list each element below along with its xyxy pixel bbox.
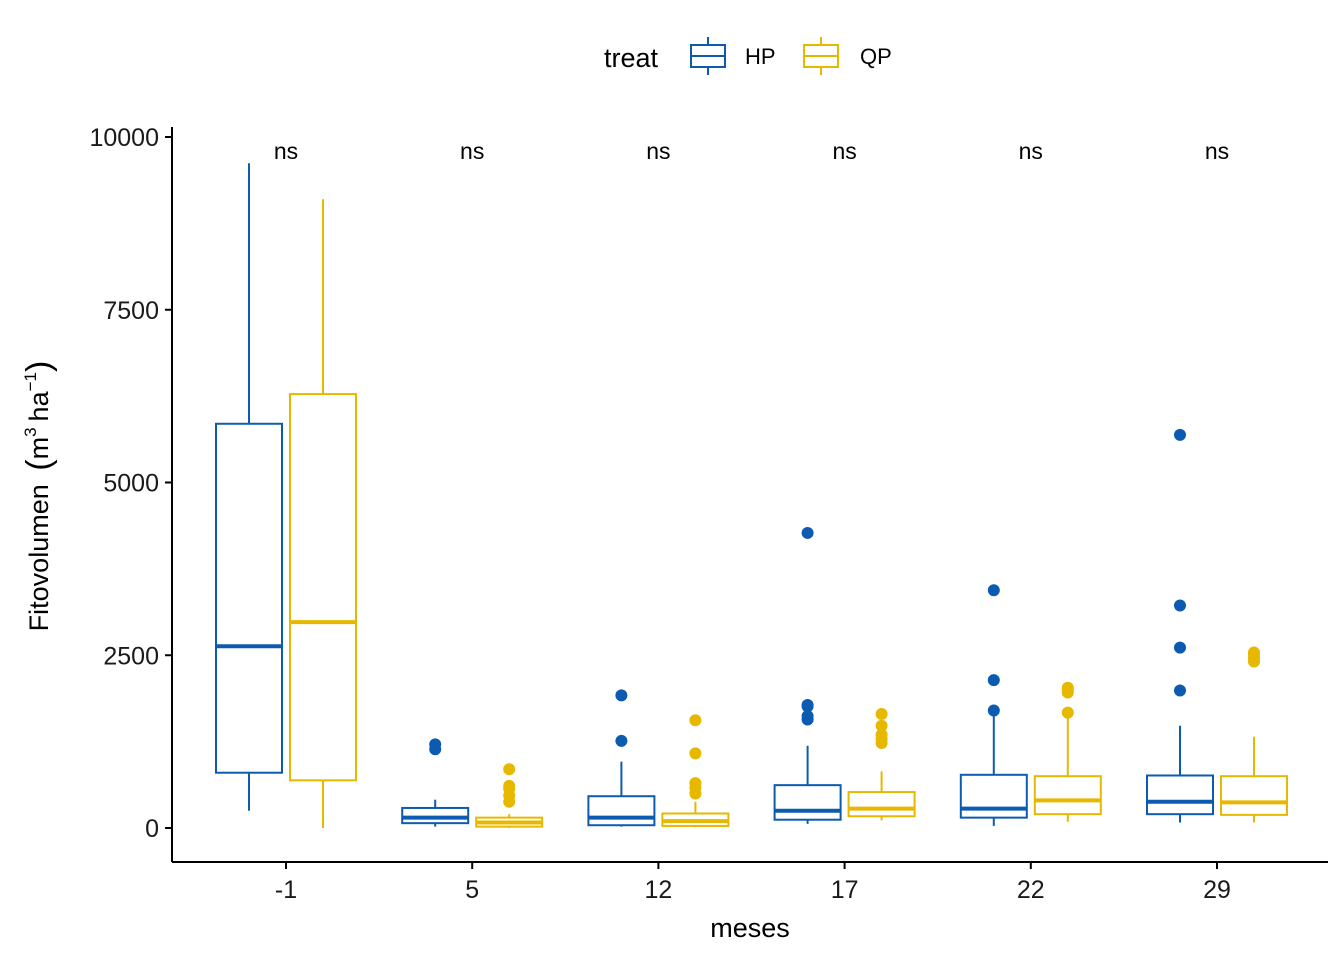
box-iqr (587, 795, 656, 827)
y-ticks: 0 2500 5000 7500 10000 (89, 124, 172, 843)
outlier-point (875, 707, 888, 720)
legend-key-qp (803, 37, 839, 75)
outlier-point (615, 734, 628, 747)
outlier-point (689, 714, 702, 727)
boxes (215, 163, 1288, 828)
y-tick-label: 10000 (89, 124, 159, 152)
x-axis-title: meses (710, 913, 790, 943)
significance-label: ns (1205, 138, 1229, 164)
y-tick-label: 0 (145, 815, 159, 843)
svg-text:Fitovolumen (m3ha−1): Fitovolumen (m3ha−1) (20, 361, 58, 632)
box-hp-17 (773, 526, 842, 824)
box-hp-12 (587, 689, 656, 827)
outlier-point (1174, 684, 1186, 697)
box-iqr (289, 393, 357, 782)
y-axis-unit-m-sup: 3 (21, 427, 40, 436)
box-iqr (1220, 775, 1288, 816)
outlier-point (503, 763, 516, 776)
box-hp-29 (1146, 428, 1214, 823)
box-hp-5 (401, 738, 470, 827)
y-tick-label: 5000 (103, 470, 159, 498)
box-iqr (401, 806, 470, 825)
outlier-point (801, 699, 814, 712)
legend-title: treat (604, 43, 659, 73)
significance-label: ns (1019, 138, 1043, 164)
box-hp-22 (959, 584, 1028, 826)
x-ticks: -1 5 12 17 22 29 (275, 862, 1231, 904)
significance-labels: ns ns ns ns ns ns (274, 138, 1229, 164)
y-tick-label: 7500 (103, 297, 159, 325)
outlier-point (615, 689, 628, 702)
outlier-point (987, 584, 1000, 597)
x-tick-label: -1 (275, 876, 297, 904)
y-axis-unit-m: m (24, 437, 54, 460)
outlier-point (1061, 681, 1074, 694)
outlier-point (1174, 599, 1186, 612)
outlier-point (1174, 428, 1186, 441)
legend-label-hp: HP (745, 44, 776, 69)
x-tick-label: 12 (644, 876, 672, 904)
significance-label: ns (274, 138, 298, 164)
x-tick-label: 17 (831, 876, 859, 904)
x-tick-label: 22 (1017, 876, 1045, 904)
box-iqr (1146, 774, 1214, 816)
box-iqr (215, 422, 283, 774)
box-iqr (1033, 775, 1102, 816)
box-qp-5 (475, 763, 544, 828)
outlier-point (875, 728, 888, 741)
outlier-point (429, 738, 442, 751)
box-iqr (773, 784, 842, 821)
legend-label-qp: QP (860, 44, 892, 69)
box-qp-29 (1220, 646, 1288, 823)
box-qp-12 (661, 714, 730, 828)
outlier-point (875, 719, 888, 732)
box-iqr (959, 773, 1028, 819)
x-tick-label: 5 (465, 876, 479, 904)
outlier-point (801, 526, 814, 539)
box-hp--1 (215, 163, 283, 811)
outlier-point (503, 779, 516, 792)
outlier-point (801, 710, 814, 723)
outlier-point (1248, 646, 1260, 659)
y-axis-title-main: Fitovolumen (24, 484, 54, 631)
legend: treat HP QP (604, 37, 892, 75)
significance-label: ns (460, 138, 484, 164)
significance-label: ns (646, 138, 670, 164)
box-iqr (847, 791, 916, 818)
y-axis-unit-ha-sup: −1 (21, 372, 40, 391)
legend-key-hp (690, 37, 726, 75)
y-axis-title: Fitovolumen (m3ha−1) (20, 361, 58, 632)
box-qp-22 (1033, 681, 1102, 822)
outlier-point (1174, 641, 1186, 654)
outlier-point (987, 674, 1000, 687)
significance-label: ns (832, 138, 856, 164)
y-tick-label: 2500 (103, 642, 159, 670)
y-axis-unit-ha: ha (24, 390, 54, 421)
outlier-point (689, 747, 702, 760)
outlier-point (1061, 706, 1074, 719)
box-qp--1 (289, 199, 357, 828)
outlier-point (987, 704, 1000, 717)
x-tick-label: 29 (1203, 876, 1231, 904)
box-qp-17 (847, 707, 916, 821)
outlier-point (689, 777, 702, 790)
